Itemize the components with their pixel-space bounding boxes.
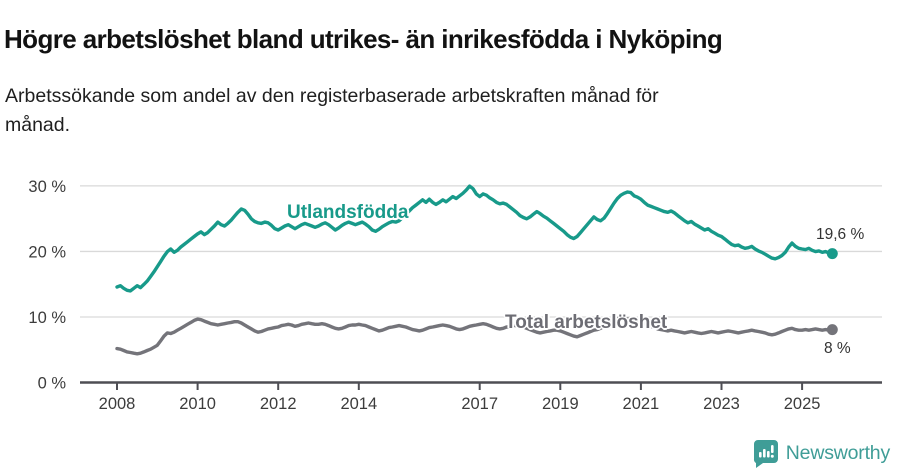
x-axis-tick-label: 2014 <box>340 395 377 413</box>
end-value-label-total: 8 % <box>824 340 851 357</box>
y-axis-tick-label: 30 % <box>28 178 66 196</box>
subtitle-line1: Arbetssökande som andel av den registerb… <box>5 84 659 107</box>
line-total <box>115 316 834 356</box>
line-foreign-born <box>115 184 834 293</box>
end-value-label-foreign-born: 19,6 % <box>816 226 865 243</box>
end-dot-foreign-born <box>826 248 838 260</box>
x-axis-tick-label: 2017 <box>461 395 498 413</box>
brand-footer: Newsworthy <box>752 439 890 468</box>
brand-name: Newsworthy <box>785 442 890 464</box>
end-dot-total <box>826 324 838 336</box>
page-title: Högre arbetslöshet bland utrikes- än inr… <box>4 24 723 55</box>
newsworthy-logo-icon <box>753 440 778 468</box>
series-label-total: Total arbetslöshet <box>505 312 668 333</box>
x-axis-tick-label: 2019 <box>542 395 579 413</box>
x-axis-tick-label: 2012 <box>260 395 297 413</box>
subtitle-line2: månad. <box>5 113 71 136</box>
x-axis-tick-label: 2023 <box>703 395 740 413</box>
chart-subtitle: Arbetssökande som andel av den registerb… <box>5 82 745 140</box>
y-axis-tick-label: 0 % <box>38 375 67 393</box>
series-label-foreign-born: Utlandsfödda <box>287 202 409 223</box>
x-axis-tick-label: 2010 <box>179 395 216 413</box>
x-axis-tick-label: 2008 <box>99 395 136 413</box>
x-axis-tick-label: 2025 <box>784 395 821 413</box>
y-axis-tick-label: 20 % <box>28 243 66 261</box>
x-axis-tick-label: 2021 <box>623 395 660 413</box>
y-axis-tick-label: 10 % <box>28 309 66 327</box>
